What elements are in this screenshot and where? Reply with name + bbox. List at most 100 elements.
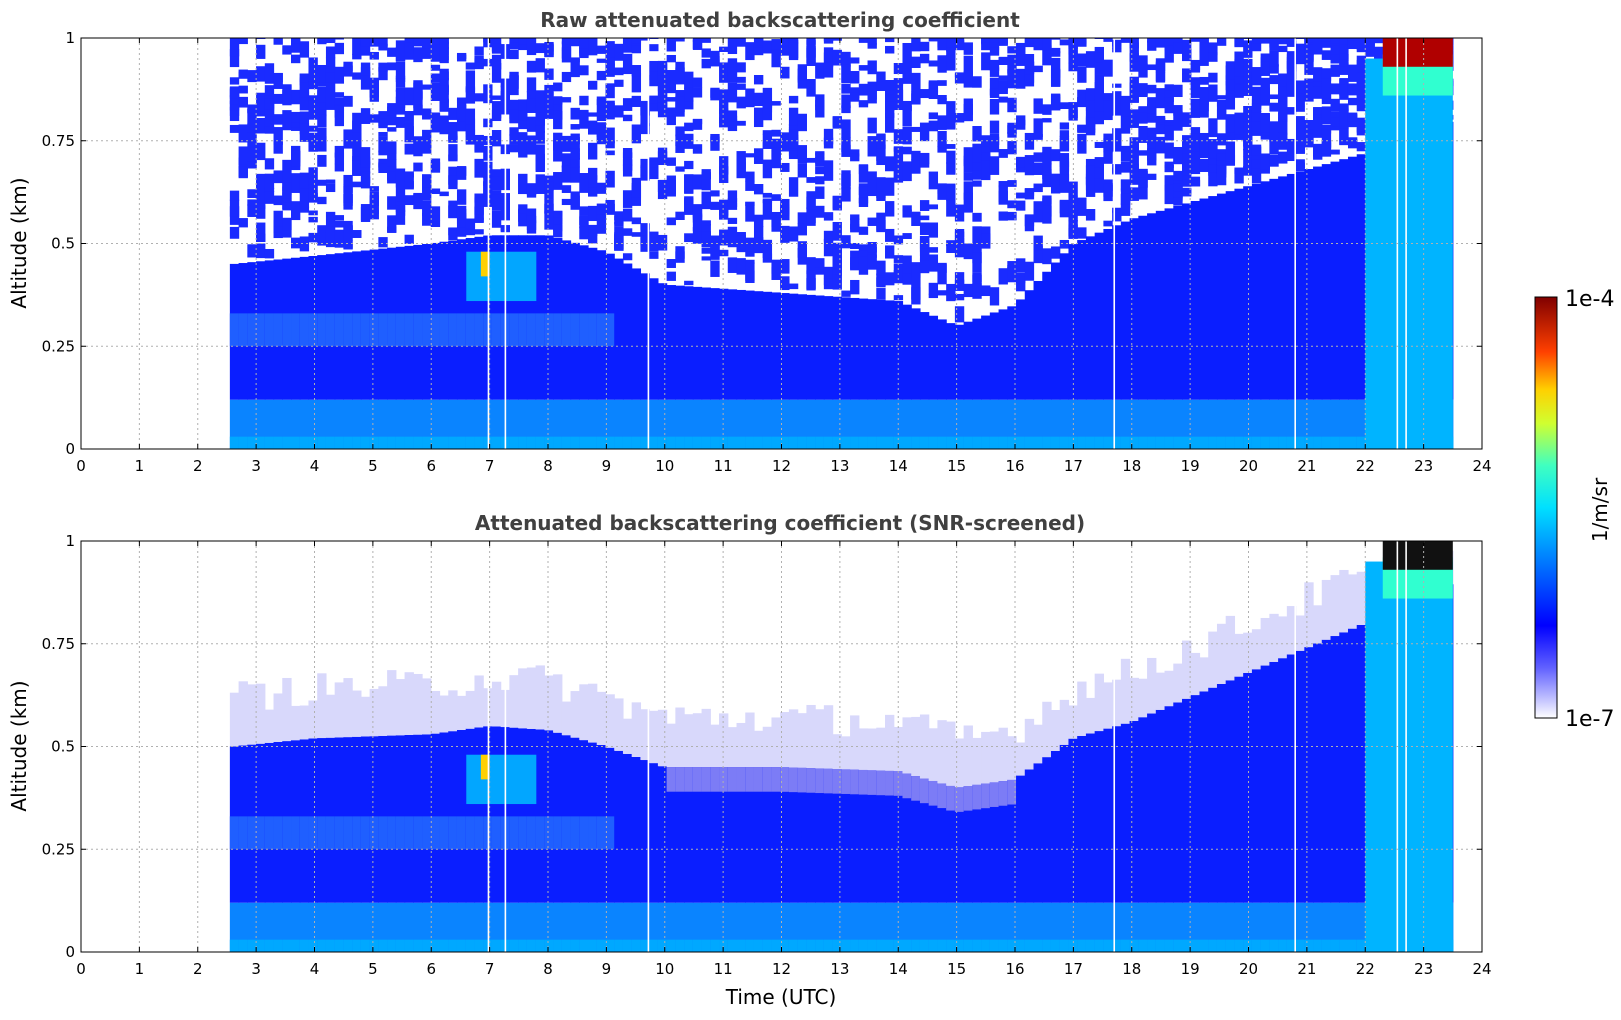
raw-heatmap-column [1024,38,1035,449]
raw-heatmap-column [509,38,519,449]
raw-heatmap-column [1295,38,1305,449]
snr-x-tick-label: 21 [1297,960,1316,978]
snr-heatmap-column [1313,605,1323,952]
raw-heatmap-column [579,38,589,449]
raw-heatmap-column [762,40,773,449]
snr-heatmap-column [719,713,729,952]
raw-heatmap-column [666,38,676,449]
snr-x-tick-label: 15 [947,960,966,978]
raw-x-tick-label: 9 [602,457,612,475]
snr-x-tick-label: 0 [76,960,86,978]
raw-y-tick-label: 0.25 [42,337,75,355]
raw-x-tick-label: 10 [655,457,674,475]
snr-x-tick-label: 17 [1064,960,1083,978]
snr-heatmap-column [1225,615,1236,952]
snr-heatmap-column [299,705,310,952]
snr-x-tick-label: 7 [485,960,495,978]
snr-heatmap-column [989,731,1000,952]
raw-x-tick-label: 5 [368,457,378,475]
snr-heatmap-column [579,684,589,952]
snr-heatmap-column [570,691,580,952]
raw-heatmap-column [631,38,642,449]
snr-heatmap-column [736,722,746,952]
raw-heatmap-column [1138,55,1148,449]
raw-heatmap-column [727,38,738,449]
raw-heatmap-column [1085,51,1096,449]
raw-heatmap-column [1147,38,1157,449]
snr-heatmap-column [1033,724,1043,952]
raw-heatmap-column [491,38,502,449]
snr-heatmap-column [797,713,807,952]
snr-heatmap-column [788,709,799,952]
snr-heatmap-column [1147,657,1157,952]
raw-x-tick-label: 13 [830,457,849,475]
raw-heatmap-column [1347,38,1358,449]
snr-heatmap-column [692,713,703,952]
snr-heatmap-column [1129,677,1139,952]
snr-x-tick-label: 23 [1414,960,1433,978]
snr-x-tick-label: 2 [193,960,203,978]
snr-heatmap-column [823,705,834,952]
raw-heatmap-column [1112,39,1122,449]
raw-heatmap-column [867,38,877,449]
snr-heatmap-column [605,694,615,952]
snr-heatmap-column [1190,652,1201,952]
snr-cloud-feature [1365,541,1453,952]
snr-heatmap-column [491,681,502,952]
raw-heatmap-column [544,41,554,449]
snr-heatmap-column [526,667,537,952]
snr-heatmap-column [1094,673,1104,952]
raw-heatmap-column [378,38,388,449]
raw-heatmap-column [815,62,825,449]
snr-heatmap-column [596,691,607,952]
snr-heatmap-column [649,710,659,952]
raw-heatmap-column [692,38,703,449]
raw-y-axis-label: Altitude (km) [7,177,31,308]
snr-heatmap-column [1042,701,1052,952]
snr-heatmap-column [614,698,624,952]
snr-heatmap-column [282,677,292,952]
snr-heatmap-column [448,690,458,952]
snr-heatmap-column [753,730,764,952]
snr-heatmap-column [1260,617,1270,952]
snr-heatmap-column [972,737,982,952]
raw-heatmap-column [736,38,746,449]
snr-x-tick-label: 5 [368,960,378,978]
snr-heatmap-column [937,720,947,952]
raw-x-tick-label: 23 [1414,457,1433,475]
raw-heatmap-column [1007,46,1017,449]
snr-heatmap-column [1103,682,1113,952]
raw-heatmap-column [325,38,336,449]
snr-heatmap-column [1059,699,1070,952]
snr-x-tick-label: 12 [772,960,791,978]
snr-heatmap-column [867,728,877,952]
snr-heatmap-column [1199,657,1209,952]
snr-data-gap [1113,541,1116,952]
snr-y-tick-label: 1 [65,532,75,550]
raw-heatmap-column [561,38,572,449]
raw-heatmap-column [640,38,650,449]
raw-heatmap-column [456,52,467,449]
snr-heatmap-column [404,672,414,952]
raw-heatmap-column [919,41,930,449]
raw-heatmap-column [1269,38,1279,449]
snr-x-tick-label: 6 [426,960,436,978]
snr-heatmap-column [727,727,738,952]
raw-x-tick-label: 18 [1122,457,1141,475]
raw-heatmap-column [1182,39,1192,449]
raw-heatmap-column [753,38,764,449]
snr-heatmap-column [841,736,851,952]
snr-heatmap-column [998,727,1008,952]
raw-heatmap-column [596,45,607,449]
snr-x-ticks: 0 1 2 3 4 5 6 7 8 9 10 11 12 13 14 15 16 17 18 19 20 21 22 23 24 [76,541,1492,978]
raw-heatmap-column [299,41,310,449]
raw-heatmap-column [806,38,816,449]
snr-heatmap-column [780,712,790,952]
snr-heatmap-column [1321,579,1332,952]
raw-x-tick-label: 12 [772,457,791,475]
snr-heatmap-column [430,690,441,952]
snr-x-tick-label: 3 [251,960,261,978]
snr-heatmap-column [238,681,248,952]
snr-screened-panel: Attenuated backscattering coefficient (S… [7,511,1492,1009]
raw-heatmap-column [465,62,476,449]
